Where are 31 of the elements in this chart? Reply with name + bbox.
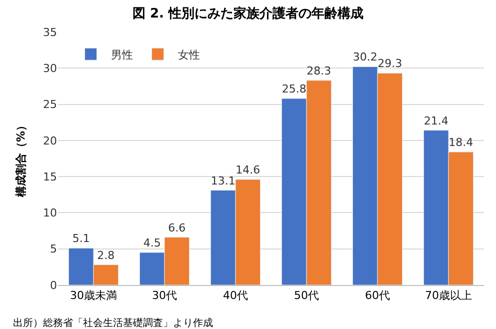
y-tick-label: 15 bbox=[43, 170, 57, 184]
y-tick-label: 35 bbox=[43, 26, 57, 39]
y-tick-label: 30 bbox=[43, 62, 57, 75]
y-tick-label: 20 bbox=[43, 134, 57, 148]
y-tick-label: 25 bbox=[43, 98, 57, 112]
x-tick-label: 60代 bbox=[365, 289, 390, 302]
data-label: 5.1 bbox=[72, 232, 90, 246]
x-tick-label: 30代 bbox=[152, 289, 177, 302]
x-tick-label: 40代 bbox=[223, 289, 248, 302]
data-label: 18.4 bbox=[448, 136, 474, 149]
data-label: 29.3 bbox=[378, 57, 402, 70]
chart-title: 図 2. 性別にみた家族介護者の年齢構成 bbox=[132, 5, 364, 22]
x-tick-label: 70歳以上 bbox=[425, 289, 472, 302]
data-label: 25.8 bbox=[282, 82, 306, 96]
x-tick-label: 30歳未満 bbox=[70, 289, 117, 302]
y-tick-label: 10 bbox=[43, 206, 57, 220]
y-axis-title: 構成割合（%） bbox=[14, 120, 28, 198]
legend-label: 女性 bbox=[178, 48, 200, 62]
y-tick-label: 0 bbox=[50, 278, 57, 292]
legend-label: 男性 bbox=[110, 48, 133, 62]
data-label: 4.5 bbox=[143, 236, 161, 250]
data-label: 21.4 bbox=[424, 114, 448, 128]
y-tick-label: 5 bbox=[50, 242, 57, 256]
data-label: 30.2 bbox=[352, 50, 378, 64]
data-label: 13.1 bbox=[210, 174, 236, 188]
text: 出所）総務省「社会生活基礎調査」より作成 bbox=[13, 317, 213, 329]
data-label: 28.3 bbox=[306, 64, 332, 78]
data-label: 2.8 bbox=[97, 248, 115, 262]
data-label: 14.6 bbox=[236, 163, 260, 176]
data-label: 6.6 bbox=[168, 221, 186, 234]
x-tick-label: 50代 bbox=[294, 289, 319, 302]
